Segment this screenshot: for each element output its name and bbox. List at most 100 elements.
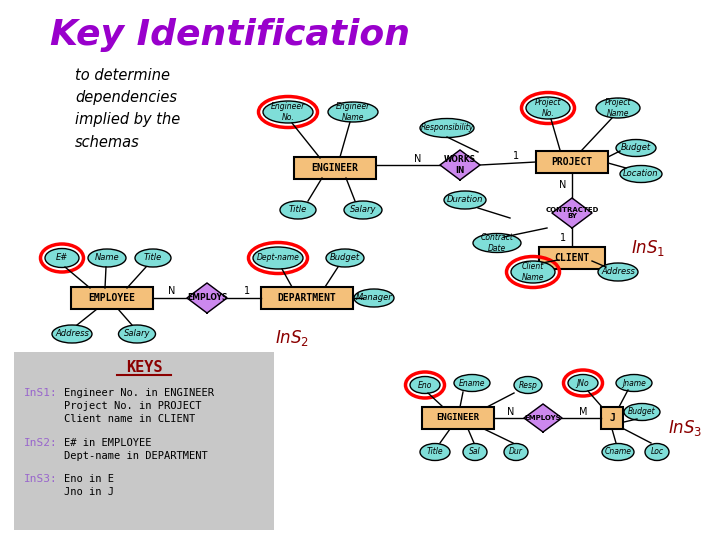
Text: EMPLOYS: EMPLOYS	[525, 415, 562, 421]
Polygon shape	[440, 150, 480, 180]
Text: Salary: Salary	[124, 329, 150, 339]
Text: Eno in E: Eno in E	[64, 474, 114, 484]
FancyBboxPatch shape	[422, 407, 494, 429]
FancyBboxPatch shape	[601, 407, 623, 429]
Ellipse shape	[473, 233, 521, 253]
Ellipse shape	[504, 443, 528, 461]
Text: PROJECT: PROJECT	[552, 157, 593, 167]
FancyBboxPatch shape	[539, 247, 605, 269]
Text: N: N	[559, 180, 567, 190]
Text: Budget: Budget	[330, 253, 360, 262]
Text: WORKS
IN: WORKS IN	[444, 156, 476, 175]
Ellipse shape	[326, 249, 364, 267]
Ellipse shape	[253, 247, 303, 269]
Text: Title: Title	[144, 253, 162, 262]
Text: Address: Address	[55, 329, 89, 339]
Polygon shape	[187, 283, 227, 313]
Text: Project No. in PROJECT: Project No. in PROJECT	[64, 401, 202, 411]
Text: Budget: Budget	[621, 144, 651, 152]
Text: $InS_2$: $InS_2$	[275, 328, 309, 348]
Text: N: N	[414, 154, 422, 164]
Text: Resp: Resp	[518, 381, 537, 389]
Ellipse shape	[420, 443, 450, 461]
Text: Address: Address	[601, 267, 635, 276]
Text: KEYS: KEYS	[126, 361, 162, 375]
Text: Ename: Ename	[459, 379, 485, 388]
Text: Client
Name: Client Name	[522, 262, 544, 282]
Text: JNo: JNo	[577, 379, 589, 388]
Text: 1: 1	[513, 151, 519, 161]
Polygon shape	[552, 198, 592, 228]
Ellipse shape	[45, 248, 79, 267]
Text: Title: Title	[427, 448, 444, 456]
Text: Duration: Duration	[447, 195, 483, 205]
Text: Project
No.: Project No.	[535, 98, 562, 118]
Ellipse shape	[620, 165, 662, 183]
Text: Title: Title	[289, 206, 307, 214]
Ellipse shape	[511, 261, 555, 283]
Text: Cname: Cname	[605, 448, 631, 456]
Ellipse shape	[616, 375, 652, 392]
Text: 1: 1	[244, 286, 250, 296]
Text: Name: Name	[95, 253, 120, 262]
Ellipse shape	[526, 97, 570, 119]
Ellipse shape	[263, 101, 313, 123]
Text: Engineer No. in ENGINEER: Engineer No. in ENGINEER	[64, 388, 214, 398]
Ellipse shape	[328, 102, 378, 122]
Text: Jno in J: Jno in J	[64, 487, 114, 497]
Text: Location: Location	[624, 170, 659, 179]
Text: Contract
Date: Contract Date	[480, 233, 513, 253]
FancyBboxPatch shape	[536, 151, 608, 173]
Ellipse shape	[568, 375, 598, 392]
Text: $InS_1$: $InS_1$	[631, 238, 665, 258]
Ellipse shape	[344, 201, 382, 219]
Ellipse shape	[596, 98, 640, 118]
Text: Client name in CLIENT: Client name in CLIENT	[64, 414, 195, 424]
Ellipse shape	[602, 443, 634, 461]
Text: Dept-name in DEPARTMENT: Dept-name in DEPARTMENT	[64, 451, 208, 461]
Text: DEPARTMENT: DEPARTMENT	[278, 293, 336, 303]
FancyBboxPatch shape	[294, 157, 376, 179]
Text: J: J	[609, 413, 615, 423]
Text: Engineer
Name: Engineer Name	[336, 102, 370, 122]
Text: Budget: Budget	[628, 408, 656, 416]
Text: Salary: Salary	[350, 206, 377, 214]
Text: ENGINEER: ENGINEER	[436, 414, 480, 422]
Text: Key Identification: Key Identification	[50, 18, 410, 52]
Ellipse shape	[52, 325, 92, 343]
Ellipse shape	[616, 139, 656, 157]
Ellipse shape	[454, 375, 490, 392]
FancyBboxPatch shape	[71, 287, 153, 309]
Text: CONTRACTED
BY: CONTRACTED BY	[545, 206, 599, 219]
Text: CLIENT: CLIENT	[554, 253, 590, 263]
Ellipse shape	[514, 376, 542, 394]
Text: N: N	[508, 407, 515, 417]
Ellipse shape	[598, 263, 638, 281]
Text: Sal: Sal	[469, 448, 481, 456]
Polygon shape	[524, 404, 562, 432]
Text: E#: E#	[56, 253, 68, 262]
Ellipse shape	[88, 249, 126, 267]
Ellipse shape	[410, 376, 440, 394]
Ellipse shape	[354, 289, 394, 307]
Text: ENGINEER: ENGINEER	[312, 163, 359, 173]
Ellipse shape	[624, 403, 660, 421]
Text: Manager: Manager	[356, 294, 392, 302]
Text: Jname: Jname	[622, 379, 646, 388]
Ellipse shape	[135, 249, 171, 267]
Text: Dept-name: Dept-name	[256, 253, 300, 262]
FancyBboxPatch shape	[261, 287, 353, 309]
Ellipse shape	[444, 191, 486, 209]
Text: Eno: Eno	[418, 381, 432, 389]
Text: Engineer
No.: Engineer No.	[271, 102, 305, 122]
Text: EMPLOYEE: EMPLOYEE	[89, 293, 135, 303]
Ellipse shape	[280, 201, 316, 219]
Text: M: M	[579, 407, 588, 417]
Text: E# in EMPLOYEE: E# in EMPLOYEE	[64, 438, 151, 448]
Text: InS3:: InS3:	[24, 474, 58, 484]
Text: Loc: Loc	[650, 448, 664, 456]
Ellipse shape	[119, 325, 156, 343]
Text: $InS_3$: $InS_3$	[667, 418, 702, 438]
Ellipse shape	[645, 443, 669, 461]
Text: InS2:: InS2:	[24, 438, 58, 448]
